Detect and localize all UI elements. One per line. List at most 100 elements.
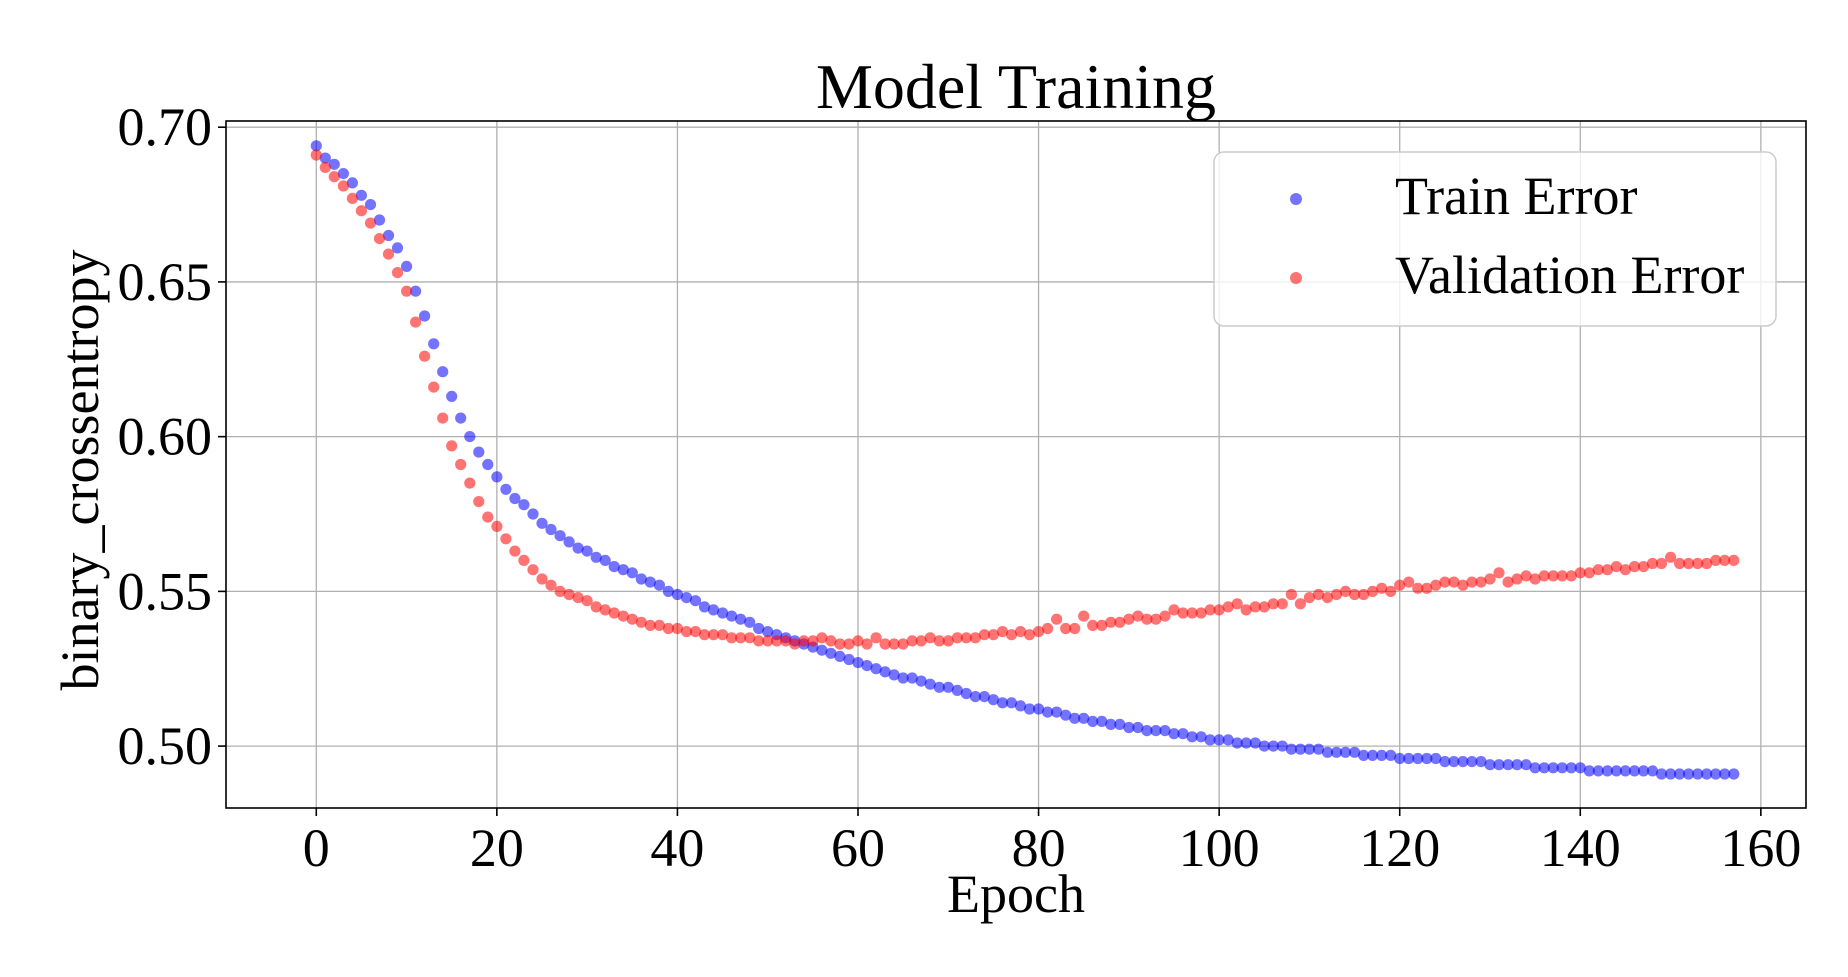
train-error-point xyxy=(608,561,620,573)
train-error-point xyxy=(482,458,494,471)
train-error-point xyxy=(1403,752,1415,765)
validation-error-point xyxy=(1529,573,1541,585)
validation-error-point xyxy=(1484,573,1496,585)
train-error-point xyxy=(319,152,331,164)
plot-points xyxy=(310,140,1740,780)
validation-error-point xyxy=(509,545,521,557)
legend: Train Error Validation Error xyxy=(1213,151,1777,327)
train-error-point xyxy=(1484,759,1496,771)
validation-error-point xyxy=(581,595,593,607)
validation-error-point xyxy=(1349,588,1361,601)
train-error-point xyxy=(717,607,729,619)
train-error-point xyxy=(1060,709,1072,721)
validation-error-point xyxy=(545,579,557,591)
train-error-point xyxy=(545,523,557,536)
validation-error-point xyxy=(843,638,855,650)
validation-error-point xyxy=(419,350,431,362)
train-error-point xyxy=(915,675,927,687)
validation-error-point xyxy=(391,267,404,279)
train-error-point xyxy=(1339,746,1352,758)
train-error-point xyxy=(1349,746,1361,758)
validation-error-point xyxy=(337,180,349,192)
validation-error-point xyxy=(1439,576,1451,588)
x-tick-label: 100 xyxy=(1179,818,1260,878)
validation-error-point xyxy=(807,635,819,647)
train-error-point xyxy=(437,366,449,378)
train-error-point xyxy=(1114,718,1126,731)
validation-error-point xyxy=(897,638,909,650)
validation-error-point xyxy=(834,638,846,650)
train-error-point xyxy=(1258,740,1270,752)
train-error-point xyxy=(1692,768,1704,780)
train-error-point xyxy=(364,199,377,211)
validation-error-point xyxy=(1132,610,1144,622)
x-tick-label: 120 xyxy=(1359,818,1440,878)
train-error-point xyxy=(879,666,891,678)
x-tick-label: 160 xyxy=(1720,818,1801,878)
validation-error-point xyxy=(1583,567,1595,579)
train-error-point xyxy=(1294,743,1306,755)
train-error-point xyxy=(1701,768,1713,780)
validation-error-point xyxy=(1376,582,1388,594)
validation-error-point xyxy=(798,635,810,647)
validation-error-point xyxy=(554,585,566,598)
train-error-point xyxy=(410,285,422,297)
chart-title: Model Training xyxy=(816,51,1216,122)
train-error-point xyxy=(1637,765,1650,777)
validation-error-point xyxy=(1023,629,1036,641)
validation-error-point xyxy=(744,632,756,644)
validation-error-point xyxy=(942,635,954,647)
train-error-point xyxy=(1394,752,1406,765)
train-error-point xyxy=(1674,768,1686,780)
train-error-point xyxy=(1005,697,1018,709)
train-error-point xyxy=(1150,725,1162,737)
validation-error-point xyxy=(1592,564,1604,576)
validation-error-point xyxy=(1105,616,1117,628)
validation-error-point xyxy=(1683,557,1695,570)
validation-error-point xyxy=(825,635,837,647)
validation-error-point xyxy=(563,588,575,601)
train-error-point xyxy=(1547,762,1559,774)
train-error-point xyxy=(1728,768,1740,780)
train-error-point xyxy=(446,390,458,402)
train-error-point xyxy=(843,653,855,666)
train-error-point xyxy=(1538,762,1550,774)
x-tick-label: 0 xyxy=(303,818,330,878)
validation-error-point xyxy=(1303,592,1315,604)
train-error-point xyxy=(762,626,774,638)
train-error-point xyxy=(1042,706,1054,718)
validation-error-point xyxy=(1674,557,1686,570)
train-error-point xyxy=(1240,737,1252,749)
validation-error-point xyxy=(1114,616,1126,628)
train-error-point xyxy=(1719,768,1731,780)
train-error-point xyxy=(942,681,954,693)
train-error-point xyxy=(662,585,675,598)
validation-error-point xyxy=(464,477,476,489)
validation-error-point xyxy=(1285,588,1297,601)
validation-error-point xyxy=(1123,613,1135,625)
validation-error-point xyxy=(473,496,485,508)
train-error-point xyxy=(1385,749,1397,762)
train-error-point xyxy=(1466,756,1478,768)
train-error-point xyxy=(1159,725,1171,737)
validation-error-point xyxy=(1466,576,1478,588)
train-error-point xyxy=(1105,718,1117,731)
validation-error-point xyxy=(482,511,494,523)
train-error-point xyxy=(924,678,936,690)
validation-error-point xyxy=(319,161,331,173)
train-error-point xyxy=(554,530,566,542)
validation-error-point xyxy=(310,149,322,161)
train-error-point xyxy=(391,242,404,254)
train-error-point xyxy=(1601,765,1613,777)
train-error-point xyxy=(906,672,918,684)
train-error-point xyxy=(870,663,882,675)
validation-error-point xyxy=(1069,622,1081,635)
validation-error-point xyxy=(626,613,638,625)
train-error-point xyxy=(1430,752,1442,765)
x-tick-label: 20 xyxy=(470,818,524,878)
train-error-point xyxy=(1493,759,1505,771)
validation-error-point xyxy=(888,638,900,650)
train-error-point xyxy=(1195,731,1207,743)
series-0 xyxy=(310,140,1740,780)
validation-error-point xyxy=(1141,613,1153,625)
